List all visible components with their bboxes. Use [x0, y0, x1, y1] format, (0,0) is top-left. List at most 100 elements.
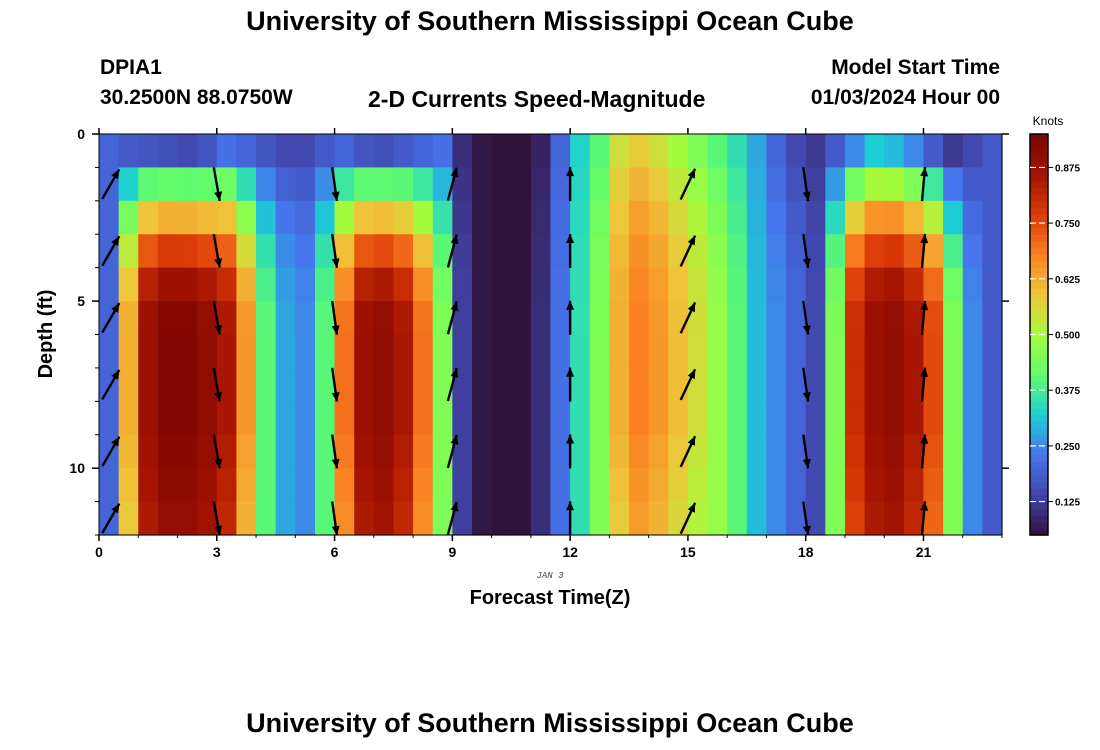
heat-cell	[550, 468, 571, 503]
heat-cell	[668, 367, 689, 402]
heat-cell	[629, 134, 650, 169]
heat-cell	[923, 234, 944, 269]
heat-cell	[825, 234, 846, 269]
heat-cell	[687, 334, 709, 369]
heat-cell	[354, 501, 375, 536]
heat-cell	[707, 401, 728, 436]
heat-cell	[138, 301, 159, 336]
colorbar-segment	[1030, 334, 1048, 342]
colorbar-tick-label: 0.375	[1055, 386, 1080, 397]
heat-cell	[256, 401, 277, 436]
heat-cell	[766, 401, 787, 436]
heat-cell	[256, 434, 277, 469]
colorbar-segment	[1030, 414, 1048, 422]
heat-cell	[118, 301, 139, 336]
heat-cell	[471, 267, 493, 302]
x-tick-label: 0	[95, 544, 103, 560]
arrow-head	[802, 458, 811, 469]
current-arrow	[920, 233, 929, 269]
current-arrow	[920, 167, 929, 202]
heat-cell	[216, 134, 238, 169]
heat-cell	[236, 267, 257, 302]
colorbar-segment	[1030, 174, 1048, 182]
heat-cell	[138, 434, 159, 469]
arrow-head	[566, 367, 575, 377]
heat-cell	[373, 267, 395, 302]
heat-cell	[864, 434, 885, 469]
heat-cell	[295, 267, 316, 302]
colorbar-segment	[1030, 287, 1048, 295]
colorbar-segment	[1030, 214, 1048, 222]
heat-cell	[923, 434, 944, 469]
heat-cell	[766, 234, 787, 269]
heat-cell	[354, 134, 375, 169]
heat-cell	[432, 468, 453, 503]
heat-cell	[157, 334, 179, 369]
heat-cell	[314, 334, 336, 369]
heat-cell	[216, 367, 238, 402]
colorbar-segment	[1030, 494, 1048, 503]
heat-cell	[766, 434, 787, 469]
heat-cell	[786, 401, 807, 436]
heat-cell	[786, 434, 807, 469]
arrow-head	[566, 167, 575, 177]
heat-cell	[903, 134, 925, 169]
heat-cell	[864, 367, 885, 402]
heat-cell	[884, 167, 905, 202]
heat-cell	[432, 200, 453, 235]
current-arrow	[446, 367, 459, 402]
heat-cell	[373, 200, 395, 235]
heat-cell	[609, 134, 630, 169]
heat-cell	[157, 267, 179, 302]
heat-cell	[884, 200, 905, 235]
heat-cell	[256, 468, 277, 503]
heat-cell	[256, 334, 277, 369]
heat-cell	[825, 468, 846, 503]
arrow-head	[331, 191, 340, 201]
heat-cell	[825, 267, 846, 302]
current-arrow	[802, 501, 811, 536]
heat-cell	[216, 200, 238, 235]
heat-cell	[471, 468, 493, 503]
heat-cell	[943, 401, 964, 436]
colorbar-segment	[1030, 408, 1048, 416]
colorbar-segment	[1030, 314, 1048, 322]
heat-cell	[962, 434, 983, 469]
heat-cell	[432, 434, 453, 469]
heat-cell	[864, 134, 885, 169]
heat-cell	[668, 468, 689, 503]
heat-cell	[864, 501, 885, 536]
heat-cell	[314, 234, 336, 269]
heat-cell	[844, 468, 866, 503]
colorbar-segment	[1030, 381, 1048, 389]
heat-cell	[786, 501, 807, 536]
heat-cell	[157, 367, 179, 402]
heat-cell	[216, 501, 238, 536]
heat-cell	[923, 501, 944, 536]
heat-cell	[962, 334, 983, 369]
heat-cell	[707, 334, 728, 369]
colorbar-segment	[1030, 147, 1048, 155]
colorbar-segment	[1030, 254, 1048, 262]
colorbar-segment	[1030, 307, 1048, 316]
heat-cell	[99, 134, 120, 169]
heat-cell	[491, 401, 512, 436]
heat-cell	[511, 401, 532, 436]
heat-cell	[609, 167, 630, 202]
colorbar-segment	[1030, 140, 1048, 148]
heat-cell	[609, 234, 630, 269]
heat-cell	[962, 367, 983, 402]
heat-cell	[550, 367, 571, 402]
current-arrow	[101, 436, 121, 467]
heat-cell	[157, 301, 179, 336]
arrow-head	[687, 168, 696, 179]
heat-cell	[943, 200, 964, 235]
heat-cell	[629, 200, 650, 235]
heat-cell	[118, 501, 139, 536]
heat-cell	[570, 167, 591, 202]
colorbar-segment	[1030, 260, 1048, 269]
heat-cell	[471, 367, 493, 402]
heat-cell	[786, 167, 807, 202]
x-axis: 0 3 6 9 12 15 18 21	[95, 128, 1003, 560]
